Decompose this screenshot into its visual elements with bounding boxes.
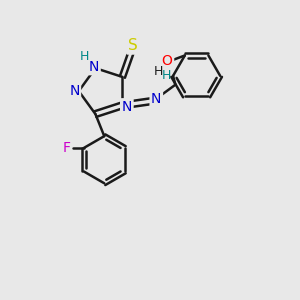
Text: F: F (62, 141, 70, 155)
Text: H: H (161, 69, 171, 82)
Text: O: O (162, 54, 172, 68)
Text: N: N (122, 100, 132, 114)
Text: H: H (80, 50, 89, 64)
Text: N: N (89, 60, 99, 74)
Text: H: H (154, 64, 163, 78)
Text: N: N (151, 92, 161, 106)
Text: N: N (69, 84, 80, 98)
Text: S: S (128, 38, 138, 53)
